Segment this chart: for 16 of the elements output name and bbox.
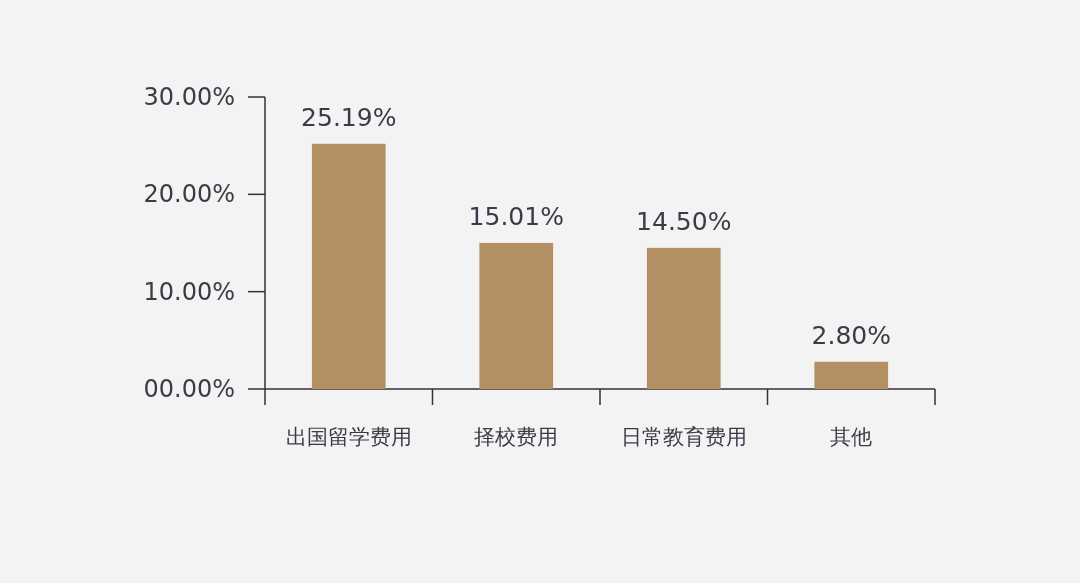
data-label: 25.19%: [301, 102, 397, 132]
bar: [646, 247, 721, 389]
x-tick-label: 其他: [830, 425, 873, 449]
data-label: 14.50%: [636, 206, 732, 236]
bar: [479, 242, 554, 389]
data-label: 15.01%: [468, 201, 564, 231]
x-tick-label: 日常教育费用: [620, 425, 747, 449]
y-tick-label: 10.00%: [143, 277, 235, 306]
x-tick-label: 出国留学费用: [285, 425, 412, 449]
y-tick-label: 20.00%: [143, 180, 235, 209]
y-tick-label: 30.00%: [143, 83, 235, 111]
bar: [311, 143, 386, 389]
bar: [814, 361, 889, 389]
x-tick-label: 择校费用: [474, 425, 559, 449]
y-tick-label: 00.00%: [143, 375, 235, 403]
data-label: 2.80%: [811, 320, 891, 350]
